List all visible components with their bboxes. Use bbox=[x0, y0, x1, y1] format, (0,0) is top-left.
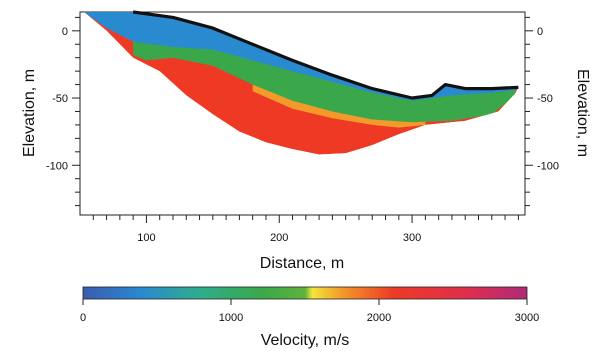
y-right-tick-label: -50 bbox=[537, 93, 553, 105]
colorbar-tick-label: 0 bbox=[80, 312, 86, 324]
topography-line bbox=[132, 10, 519, 100]
x-tick-label: 200 bbox=[270, 232, 288, 244]
colorbar-title: Velocity, m/s bbox=[261, 332, 350, 349]
y-right-tick-label: -100 bbox=[537, 160, 559, 172]
colorbar-tick-label: 1000 bbox=[219, 312, 243, 324]
colorbar bbox=[82, 286, 528, 300]
y-axis-right-ticks: 0 -50 -100 bbox=[525, 16, 559, 207]
y-right-tick-label: 0 bbox=[537, 26, 543, 38]
y-axis-right-title: Elevation, m bbox=[574, 69, 591, 157]
x-axis-title: Distance, m bbox=[260, 255, 344, 272]
x-axis-ticks: 100 200 300 bbox=[92, 215, 519, 244]
x-tick-label: 300 bbox=[403, 232, 421, 244]
y-left-tick-label: -50 bbox=[52, 93, 68, 105]
colorbar-tick-label: 3000 bbox=[515, 312, 539, 324]
x-tick-label: 100 bbox=[137, 232, 155, 244]
y-axis-left-title: Elevation, m bbox=[21, 69, 38, 157]
y-axis-left-ticks: 0 -50 -100 bbox=[46, 16, 80, 207]
colorbar-tick-label: 2000 bbox=[367, 312, 391, 324]
y-left-tick-label: -100 bbox=[46, 160, 68, 172]
y-left-tick-label: 0 bbox=[62, 26, 68, 38]
colorbar-ticks: 0 1000 2000 3000 bbox=[80, 299, 539, 324]
